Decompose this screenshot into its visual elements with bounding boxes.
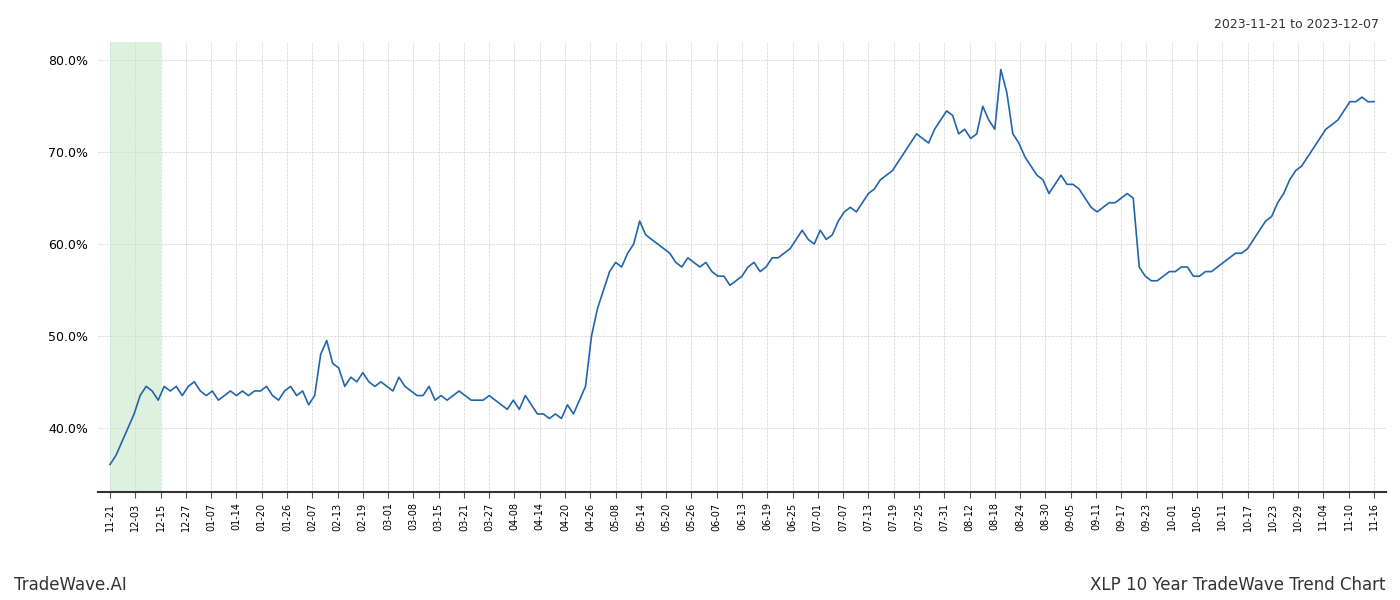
Text: XLP 10 Year TradeWave Trend Chart: XLP 10 Year TradeWave Trend Chart [1091,576,1386,594]
Text: 2023-11-21 to 2023-12-07: 2023-11-21 to 2023-12-07 [1214,18,1379,31]
Text: TradeWave.AI: TradeWave.AI [14,576,127,594]
Bar [111,42,161,492]
